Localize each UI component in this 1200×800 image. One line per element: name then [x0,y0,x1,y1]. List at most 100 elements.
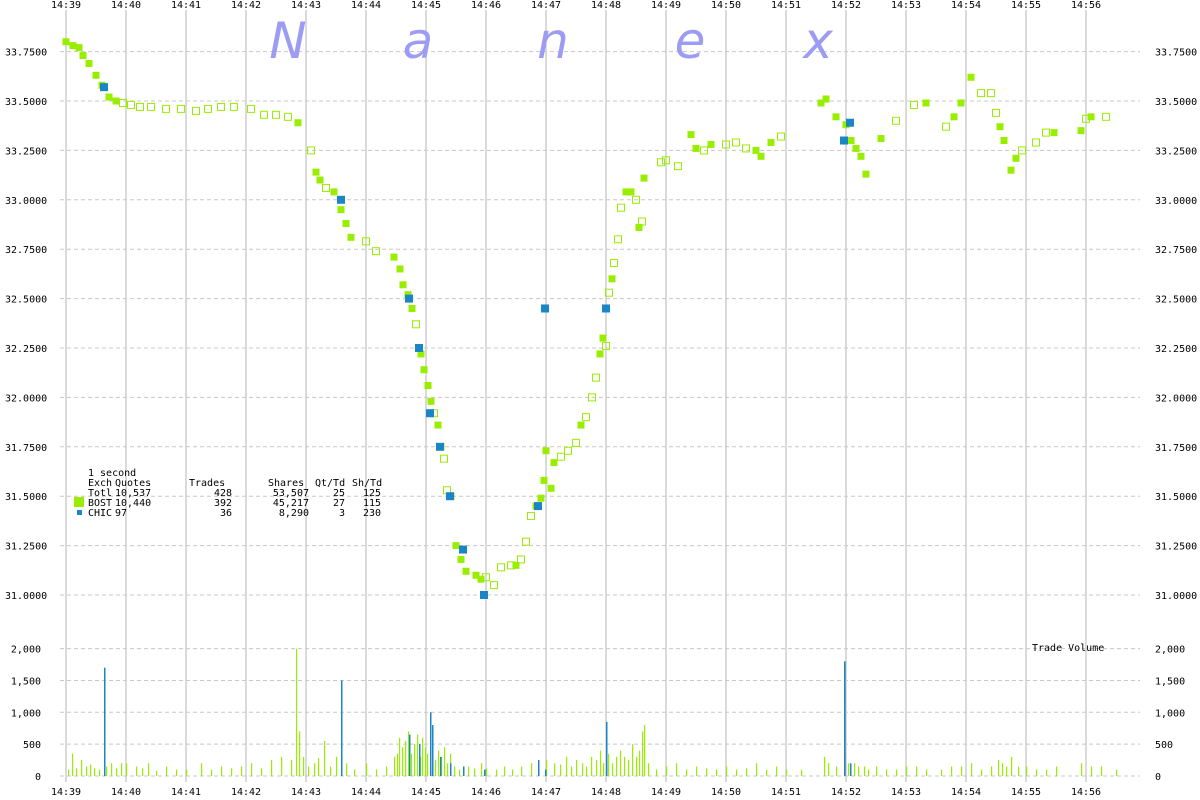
volume-bar-bost [336,756,338,776]
x-tick-label-bottom: 14:45 [411,787,441,798]
volume-bar-bost [1036,769,1038,776]
legend-header-qt-td: Qt/Td [315,478,345,489]
volume-bar-bost [438,750,440,776]
volume-bar-bost [1018,766,1020,776]
volume-bar-bost [136,766,138,776]
price-tick-label-left: 31.2500 [5,542,47,553]
price-tick-label-left: 32.0000 [5,393,47,404]
price-point-chic [426,409,434,418]
volume-bar-bost [468,766,470,776]
volume-bar-bost [1002,763,1004,776]
price-point-bost [610,259,618,268]
x-tick-label-top: 14:47 [531,0,561,11]
price-point-bost [75,44,83,52]
volume-bar-bost [512,769,514,776]
volume-bar-bost [72,753,74,776]
volume-bar-bost [854,763,856,776]
price-point-bost [577,421,585,429]
volume-bar-bost [756,763,758,776]
price-tick-label-left: 31.7500 [5,443,47,454]
volume-bar-bost [676,763,678,776]
price-tick-label-right: 31.2500 [1155,542,1197,553]
volume-bar-bost [281,756,283,776]
x-tick-label-top: 14:41 [171,0,201,11]
volume-bar-bost [612,763,614,776]
price-tick-label-left: 32.2500 [5,344,47,355]
volume-bar-chic [440,756,442,776]
price-point-bost [330,188,338,196]
volume-bar-bost [998,760,1000,776]
legend-header-trades: Trades [189,478,225,489]
volume-bar-bost [1011,756,1013,776]
x-tick-label-bottom: 14:49 [651,787,681,798]
x-tick-label-top: 14:49 [651,0,681,11]
volume-bar-bost [1101,766,1103,776]
volume-bar-bost [81,760,83,776]
volume-bar-bost [308,766,310,776]
volume-bar-chic [104,667,106,776]
legend-cell: 125 [363,488,381,499]
price-point-chic [415,344,423,352]
volume-bar-bost [642,731,644,776]
price-tick-label-right: 32.7500 [1155,245,1197,256]
volume-tick-label-right: 2,000 [1155,645,1185,656]
volume-bar-bost [399,737,401,776]
watermark-letter: N [269,12,306,70]
price-point-bost [599,334,607,342]
price-point-bost [877,135,885,143]
volume-tick-label-left: 1,500 [11,676,41,687]
x-tick-label-bottom: 14:48 [591,787,621,798]
volume-bar-bost [596,760,598,776]
price-point-chic [405,294,413,303]
volume-bar-bost [1091,766,1093,776]
price-tick-label-left: 32.5000 [5,295,47,306]
price-point-bost [162,104,170,113]
volume-bar-bost [121,763,123,776]
volume-bar-bost [686,769,688,776]
legend-marker-chic [77,510,82,515]
price-tick-label-right: 31.7500 [1155,443,1197,454]
price-point-bost [550,459,558,467]
price-tick-label-left: 33.5000 [5,97,47,108]
volume-tick-label-left: 500 [23,740,41,751]
price-point-bost [147,102,155,111]
price-point-bost [204,104,212,113]
x-tick-label-top: 14:42 [231,0,261,11]
price-tick-label-right: 32.5000 [1155,295,1197,306]
price-tick-label-right: 33.0000 [1155,196,1197,207]
volume-bar-bost [296,648,298,776]
volume-bar-bost [886,769,888,776]
volume-bar-bost [591,756,593,776]
volume-bar-bost [746,768,748,776]
volume-bar-bost [858,766,860,776]
price-point-chic [534,502,542,511]
volume-bar-bost [241,766,243,776]
price-point-bost [399,281,407,289]
price-point-bost [1007,166,1015,174]
volume-bar-bost [801,769,803,776]
price-point-bost [942,122,950,131]
volume-bar-bost [876,766,878,776]
volume-bar-bost [981,769,983,776]
legend-header-shares: Shares [268,478,304,489]
x-tick-label-top: 14:43 [291,0,321,11]
price-point-bost [614,235,622,244]
price-point-bost [977,89,985,98]
price-point-bost [217,102,225,111]
price-point-bost [596,350,604,358]
volume-bar-bost [628,760,630,776]
price-point-bost [622,188,630,196]
x-tick-label-bottom: 14:42 [231,787,261,798]
volume-bar-bost [566,756,568,776]
x-tick-label-top: 14:53 [891,0,921,11]
volume-bar-bost [166,766,168,776]
volume-bar-bost [504,766,506,776]
volume-bar-bost [156,770,158,776]
volume-bar-bost [666,766,668,776]
volume-bar-bost [111,763,113,776]
price-point-bost [396,265,404,273]
volume-bar-bost [916,766,918,776]
price-point-bost [316,176,324,184]
legend-header-quotes: Quotes [115,478,151,489]
x-tick-label-top: 14:40 [111,0,141,11]
